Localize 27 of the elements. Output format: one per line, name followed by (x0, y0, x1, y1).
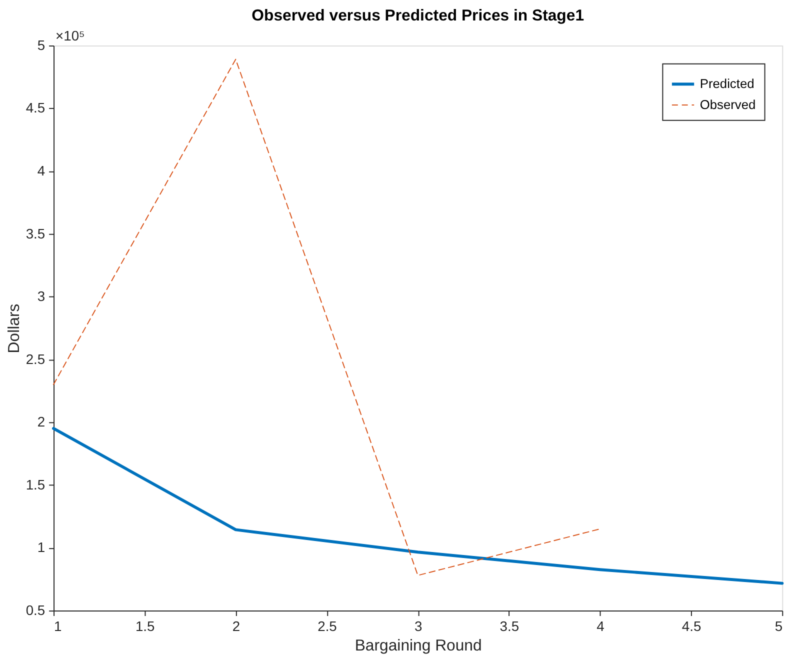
chart-title: Observed versus Predicted Prices in Stage1 (252, 8, 584, 25)
x-tick-label: 4 (596, 618, 605, 634)
y-tick-label: 1.5 (26, 476, 46, 492)
y-tick-label: 3 (37, 288, 46, 304)
legend-label: Predicted (700, 76, 754, 92)
y-tick-label: 4.5 (26, 100, 46, 116)
y-tick-label: 2.5 (26, 350, 46, 367)
text: ×10⁵ (56, 28, 85, 44)
line-series (53, 58, 600, 576)
line-series (52, 426, 784, 585)
y-tick-label: 5 (37, 36, 46, 53)
y-axis-title: Dollars (6, 304, 23, 354)
x-tick-label: 3.5 (500, 618, 520, 634)
x-tick-label: 1.5 (135, 618, 156, 634)
y-tick-label: 2 (37, 414, 46, 430)
x-axis-title: Bargaining Round (354, 638, 482, 655)
x-tick-label: 5 (774, 618, 783, 634)
legend-label: Observed (700, 96, 756, 112)
y-tick-label: 4 (37, 162, 46, 179)
y-tick-label: 0.5 (26, 602, 46, 618)
x-tick-label: 2 (232, 618, 240, 634)
x-tick-label: 2.5 (318, 618, 338, 634)
y-tick-label: 3.5 (26, 225, 46, 242)
y-tick-label: 1 (37, 539, 46, 556)
x-tick-label: 4.5 (682, 618, 702, 634)
x-tick-label: 3 (414, 618, 422, 634)
x-tick-label: 1 (54, 618, 62, 634)
